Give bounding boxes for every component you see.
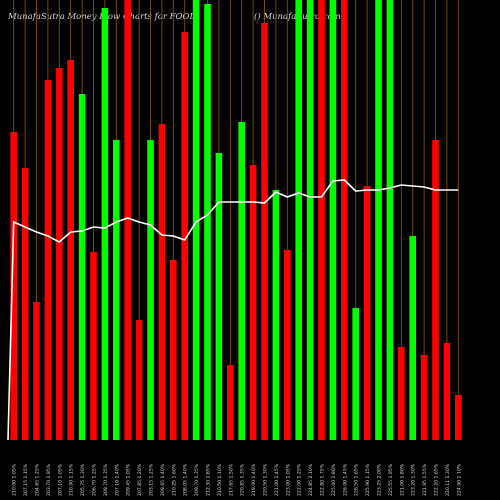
x-tick-label: 204.65 1.25% <box>35 463 41 496</box>
x-tick-label: 210.90 1.15% <box>69 463 75 496</box>
bar <box>341 0 348 440</box>
bar <box>329 0 337 440</box>
price-line <box>7 179 459 441</box>
bar <box>363 186 371 440</box>
bar <box>443 343 451 440</box>
x-tick-label: 220.11 1.30% <box>445 463 451 496</box>
x-tick-label: 203.70 1.95% <box>46 463 52 496</box>
x-tick-label: 209.70 1.35% <box>103 463 109 496</box>
bar <box>158 124 166 440</box>
x-tick-label: 217.65 1.50% <box>228 463 234 496</box>
bar <box>455 395 462 440</box>
bar <box>56 68 63 440</box>
x-tick-label: 226.00 1.45% <box>342 463 348 496</box>
x-tick-label: 225.55 1.95% <box>388 463 394 496</box>
x-tick-label: 224.90 1.10% <box>456 463 462 496</box>
bar <box>227 365 234 440</box>
x-tick-label: 221.00 1.80% <box>399 463 405 496</box>
x-tick-label: 203.15 1.25% <box>149 463 155 496</box>
x-tick-label: 209.70 1.35% <box>194 463 200 496</box>
x-tick-label: 220.85 1.35% <box>240 463 246 496</box>
x-tick-label: 222.80 1.75% <box>320 463 326 496</box>
x-tick-label: 222.00 1.25% <box>297 463 303 496</box>
x-tick-label: 225.90 1.15% <box>365 463 371 496</box>
bar <box>409 236 416 440</box>
x-tick-label: 205.75 1.30% <box>80 463 86 496</box>
bar <box>181 32 188 440</box>
bar <box>44 80 52 440</box>
x-tick-label: 210.50 1.10% <box>217 463 223 496</box>
bar <box>135 320 143 440</box>
x-tick-label: 209.65 1.40% <box>160 463 166 496</box>
bar <box>192 0 200 440</box>
bar <box>249 165 257 440</box>
bar <box>375 0 382 440</box>
bar <box>170 260 177 440</box>
x-tick-label: 221.00 1.45% <box>274 463 280 496</box>
bar <box>272 190 280 440</box>
x-tick-label: 223.25 2.00% <box>377 463 383 496</box>
bar <box>261 23 268 440</box>
bar <box>284 250 291 440</box>
bar <box>10 132 17 440</box>
bar <box>238 122 245 440</box>
bar <box>432 140 439 440</box>
x-tick-label: 210.25 1.60% <box>171 463 177 496</box>
bar <box>420 355 428 440</box>
x-tick-label: 222.20 1.65% <box>434 463 440 496</box>
x-tick-label: 221.95 1.55% <box>422 463 428 496</box>
x-tick-label: 223.20 1.30% <box>411 463 417 496</box>
x-tick-label: 210.00 1.05% <box>12 463 18 496</box>
bar <box>215 153 223 440</box>
x-tick-label: 209.45 1.05% <box>126 463 132 496</box>
bar <box>295 0 302 440</box>
x-tick-label: 208.05 1.40% <box>183 463 189 496</box>
line-layer <box>7 179 459 441</box>
bar <box>67 60 74 440</box>
x-tick-label: 207.85 1.20% <box>137 463 143 496</box>
x-tick-label: 207.10 1.05% <box>57 463 63 496</box>
x-tick-label: 207.10 1.40% <box>114 463 120 496</box>
x-tick-label: 220.50 1.30% <box>263 463 269 496</box>
bar <box>352 308 359 440</box>
bar <box>113 140 120 440</box>
x-tick-label: 223.00 1.05% <box>285 463 291 496</box>
x-tick-label: 224.85 2.10% <box>308 463 314 496</box>
bar <box>101 8 109 440</box>
bar <box>386 0 394 440</box>
bar <box>124 0 131 440</box>
x-tick-label: 212.30 1.85% <box>206 463 212 496</box>
x-tick-label: 225.40 1.80% <box>331 463 337 496</box>
x-labels-layer: 210.00 1.05% 207.15 1.15% 204.65 1.25% 203.… <box>12 463 463 496</box>
bar <box>306 0 314 440</box>
bars-layer <box>10 0 462 440</box>
bar <box>147 140 154 440</box>
x-tick-label: 226.50 1.65% <box>354 463 360 496</box>
x-tick-label: 219.00 1.40% <box>251 463 257 496</box>
bar <box>21 168 29 440</box>
bar <box>318 0 325 440</box>
x-tick-label: 207.15 1.15% <box>23 463 29 496</box>
bar <box>204 4 211 440</box>
bar <box>398 347 405 440</box>
x-tick-label: 206.70 1.25% <box>92 463 98 496</box>
bar <box>78 94 86 440</box>
bar <box>90 252 97 440</box>
bar <box>33 302 40 440</box>
